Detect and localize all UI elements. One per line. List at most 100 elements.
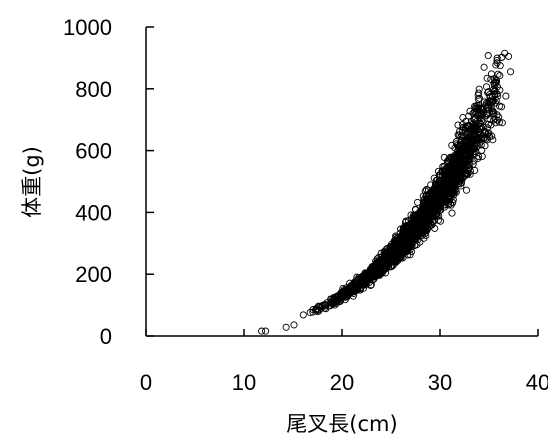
data-point [387,240,396,248]
data-point [402,248,410,256]
data-point [452,159,460,167]
data-point [337,296,345,304]
data-point [383,245,391,253]
data-point [486,115,494,123]
data-point [463,167,472,175]
data-point [459,150,467,158]
data-point [437,184,445,192]
data-point [403,223,411,231]
data-point [338,293,346,301]
data-point [451,187,459,195]
data-point [372,257,380,265]
data-point [420,199,428,207]
data-point [445,155,453,163]
data-point [496,72,504,80]
data-point [364,275,372,283]
data-point [454,121,462,129]
y-axis-title: 体重(g) [20,146,44,218]
data-point [486,93,494,101]
data-point [326,302,334,310]
data-point [436,217,445,225]
data-point [455,127,464,136]
data-point [462,186,471,194]
data-point [357,275,365,283]
data-point [478,106,486,114]
data-point [309,308,317,316]
data-point [489,107,497,115]
data-point [443,171,451,179]
data-point [472,103,480,111]
x-tick-label: 30 [428,370,452,395]
data-point [457,133,465,141]
data-point [365,272,373,280]
data-point [483,124,492,132]
data-point [493,111,501,119]
data-point [396,229,404,237]
data-point [498,119,506,127]
data-point [369,263,377,272]
data-point [481,142,489,150]
data-point [394,242,402,250]
data-point [469,148,477,156]
data-point [345,289,353,297]
data-point [408,229,416,237]
data-point [494,92,502,100]
data-point [490,81,498,89]
data-point [411,241,419,250]
data-point [391,252,399,260]
data-point [483,101,491,109]
data-point [476,131,484,139]
data-point [404,251,412,259]
data-point [459,146,467,154]
data-point [477,111,485,119]
y-tick-label: 1000 [63,15,112,40]
data-point [299,311,307,319]
data-point [470,132,478,140]
data-point [452,172,460,181]
data-point [465,112,473,120]
data-point [465,139,473,147]
data-point [450,191,458,199]
data-point [482,109,490,117]
data-point [474,137,482,145]
data-point [403,237,411,246]
data-point [484,52,492,60]
data-point [355,282,363,290]
data-point [474,112,482,120]
data-point [327,298,335,306]
data-point [442,168,450,176]
data-point [502,92,510,100]
points-layer [258,49,515,335]
data-point [484,89,492,97]
x-tick-label: 20 [330,370,354,395]
data-point [422,207,430,215]
y-tick-label: 800 [75,77,112,102]
data-point [448,172,456,180]
data-point [444,185,452,193]
data-point [491,119,500,127]
data-point [282,323,290,331]
data-point [412,228,420,236]
data-point [258,327,266,335]
data-point [458,159,466,167]
data-point [391,247,399,255]
data-point [441,170,449,178]
data-point [457,182,465,190]
data-point [314,302,323,310]
data-point [413,198,422,206]
data-point [446,200,454,208]
data-point [491,78,499,86]
y-tick-label: 600 [75,139,112,164]
data-point [340,286,348,294]
data-point [471,166,479,174]
data-point [429,218,437,226]
data-point [397,225,405,233]
data-point [453,169,461,177]
data-point [356,286,364,294]
data-point [474,95,482,103]
data-point [463,122,471,130]
data-point [380,261,388,269]
data-point [461,137,469,145]
data-point [355,274,363,282]
data-point [379,258,388,266]
